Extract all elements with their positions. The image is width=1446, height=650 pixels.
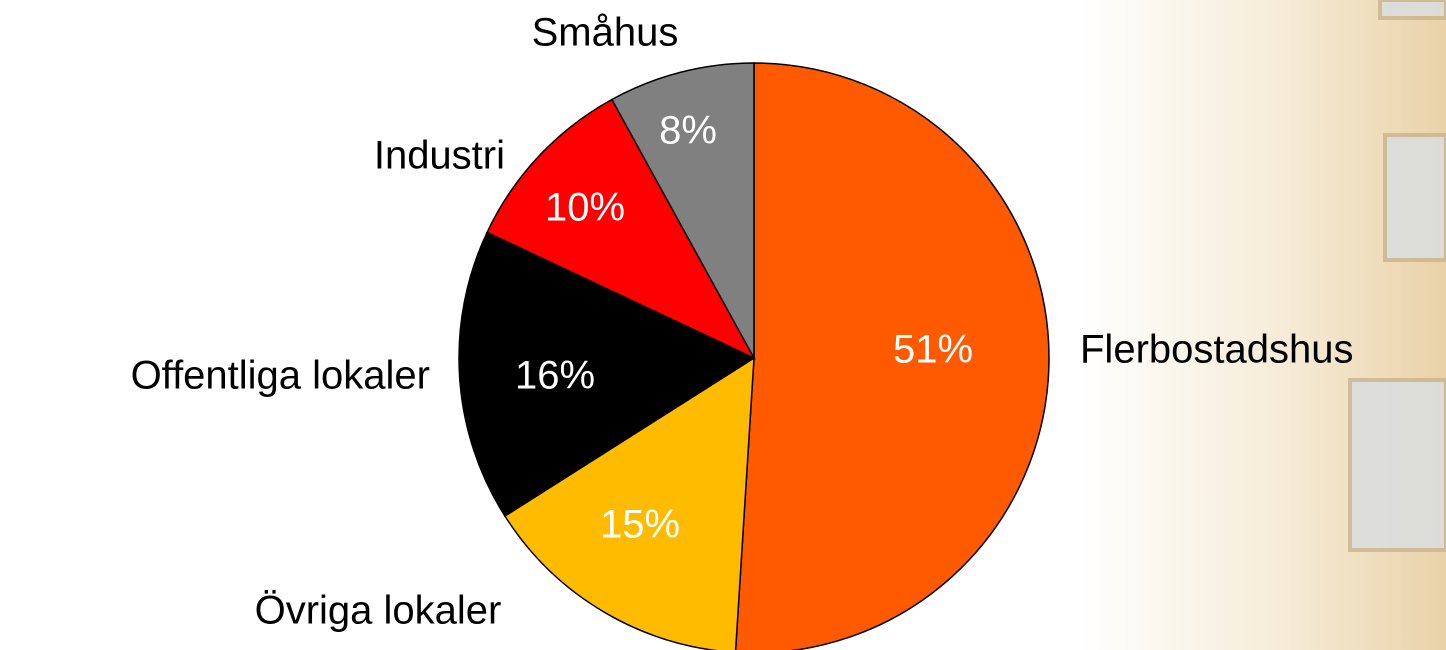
data-label: 16% bbox=[515, 354, 595, 398]
category-label: Industri bbox=[374, 134, 505, 178]
photo-windows bbox=[1348, 0, 1446, 552]
category-label: Offentliga lokaler bbox=[131, 354, 430, 398]
pie-slice bbox=[458, 231, 756, 518]
pie-slice bbox=[503, 356, 755, 650]
category-label: Flerbostadshus bbox=[1080, 328, 1353, 372]
data-label: 8% bbox=[659, 109, 717, 153]
pie-slice bbox=[610, 62, 755, 359]
pie-slice bbox=[734, 62, 1050, 650]
data-label: 15% bbox=[600, 503, 680, 547]
category-label: Övriga lokaler bbox=[255, 589, 502, 633]
category-label: Småhus bbox=[532, 11, 679, 55]
data-label: 51% bbox=[893, 328, 973, 372]
pie-slice bbox=[486, 98, 756, 360]
background-photo bbox=[1080, 0, 1446, 650]
data-label: 10% bbox=[545, 186, 625, 230]
